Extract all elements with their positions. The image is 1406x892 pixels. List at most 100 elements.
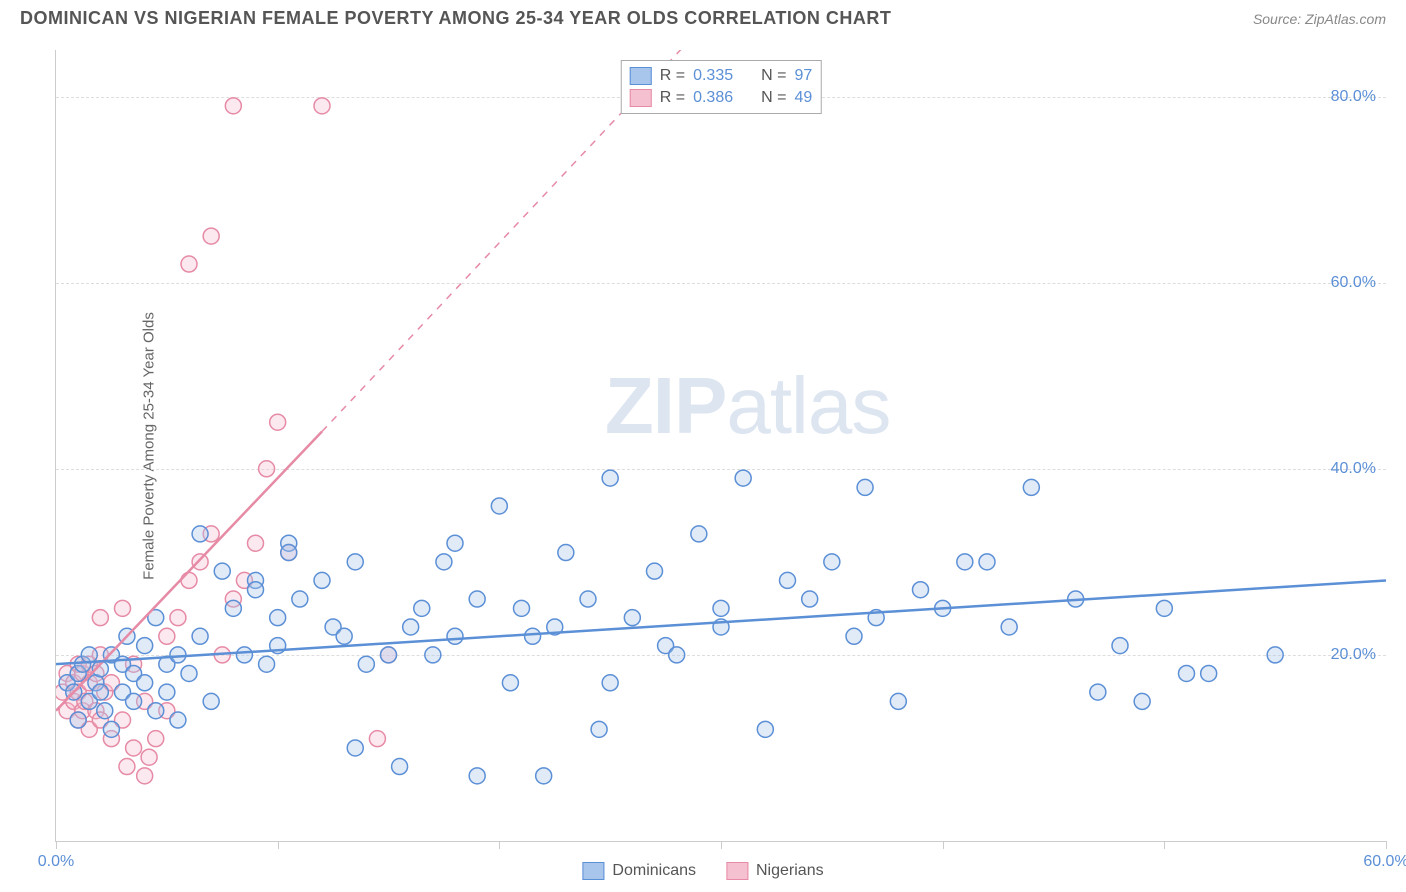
scatter-point [392,759,408,775]
scatter-point [203,228,219,244]
stats-row-dominicans: R = 0.335 N = 97 [630,65,813,87]
scatter-point [447,535,463,551]
scatter-point [713,600,729,616]
scatter-point [97,703,113,719]
scatter-point [469,591,485,607]
scatter-point [181,572,197,588]
source-attribution: Source: ZipAtlas.com [1253,11,1386,27]
scatter-point [802,591,818,607]
scatter-point [979,554,995,570]
scatter-point [236,647,252,663]
stats-row-nigerians: R = 0.386 N = 49 [630,87,813,109]
r-value-nigerians: 0.386 [693,89,733,107]
scatter-point [259,656,275,672]
scatter-point [148,731,164,747]
scatter-point [214,563,230,579]
scatter-point [1001,619,1017,635]
scatter-point [126,693,142,709]
scatter-point [248,582,264,598]
scatter-point [757,721,773,737]
scatter-point [890,693,906,709]
scatter-point [647,563,663,579]
legend-label-nigerians: Nigerians [756,862,824,880]
scatter-point [192,526,208,542]
scatter-point [624,610,640,626]
scatter-point [846,628,862,644]
scatter-point [469,768,485,784]
scatter-point [525,628,541,644]
legend-item-nigerians: Nigerians [726,862,824,880]
scatter-point [602,470,618,486]
scatter-point [414,600,430,616]
scatter-point [181,256,197,272]
scatter-point [691,526,707,542]
scatter-point [203,693,219,709]
scatter-point [913,582,929,598]
swatch-nigerians [726,862,748,880]
r-value-dominicans: 0.335 [693,67,733,85]
scatter-point [957,554,973,570]
scatter-point [192,628,208,644]
scatter-point [1112,638,1128,654]
scatter-point [225,98,241,114]
scatter-point [192,554,208,570]
scatter-point [347,554,363,570]
scatter-point [225,600,241,616]
scatter-point [514,600,530,616]
scatter-point [403,619,419,635]
n-value-nigerians: 49 [794,89,812,107]
scatter-point [580,591,596,607]
chart-area: ZIPatlas 20.0%40.0%60.0%80.0% 0.0%60.0% … [55,50,1386,842]
scatter-point [358,656,374,672]
scatter-point [281,545,297,561]
scatter-point [314,572,330,588]
scatter-point [181,665,197,681]
scatter-point [137,638,153,654]
scatter-point [1201,665,1217,681]
scatter-point [137,675,153,691]
scatter-point [248,535,264,551]
scatter-point [336,628,352,644]
scatter-point [369,731,385,747]
scatter-point [1134,693,1150,709]
swatch-dominicans [630,67,652,85]
scatter-point [92,684,108,700]
x-tick-label: 0.0% [38,853,74,871]
scatter-point [126,740,142,756]
bottom-legend: Dominicans Nigerians [582,862,823,880]
scatter-point [1267,647,1283,663]
scatter-point [170,610,186,626]
scatter-point [491,498,507,514]
scatter-point [137,768,153,784]
scatter-point [735,470,751,486]
x-tick-label: 60.0% [1363,853,1406,871]
scatter-point [536,768,552,784]
scatter-point [270,610,286,626]
scatter-point [857,479,873,495]
n-label: N = [761,89,786,107]
scatter-point [591,721,607,737]
scatter-point [119,759,135,775]
scatter-point [1179,665,1195,681]
swatch-dominicans [582,862,604,880]
scatter-point [780,572,796,588]
scatter-point [558,545,574,561]
scatter-point [602,675,618,691]
scatter-point [502,675,518,691]
scatter-point [159,684,175,700]
scatter-point [1090,684,1106,700]
scatter-point [1156,600,1172,616]
chart-title: DOMINICAN VS NIGERIAN FEMALE POVERTY AMO… [20,8,891,29]
swatch-nigerians [630,89,652,107]
scatter-point [170,647,186,663]
scatter-point [81,647,97,663]
stats-legend-box: R = 0.335 N = 97 R = 0.386 N = 49 [621,60,822,114]
scatter-point [447,628,463,644]
scatter-point [259,461,275,477]
scatter-point [92,610,108,626]
scatter-point [824,554,840,570]
scatter-point [159,628,175,644]
scatter-point [381,647,397,663]
scatter-point [115,600,131,616]
scatter-point [270,414,286,430]
